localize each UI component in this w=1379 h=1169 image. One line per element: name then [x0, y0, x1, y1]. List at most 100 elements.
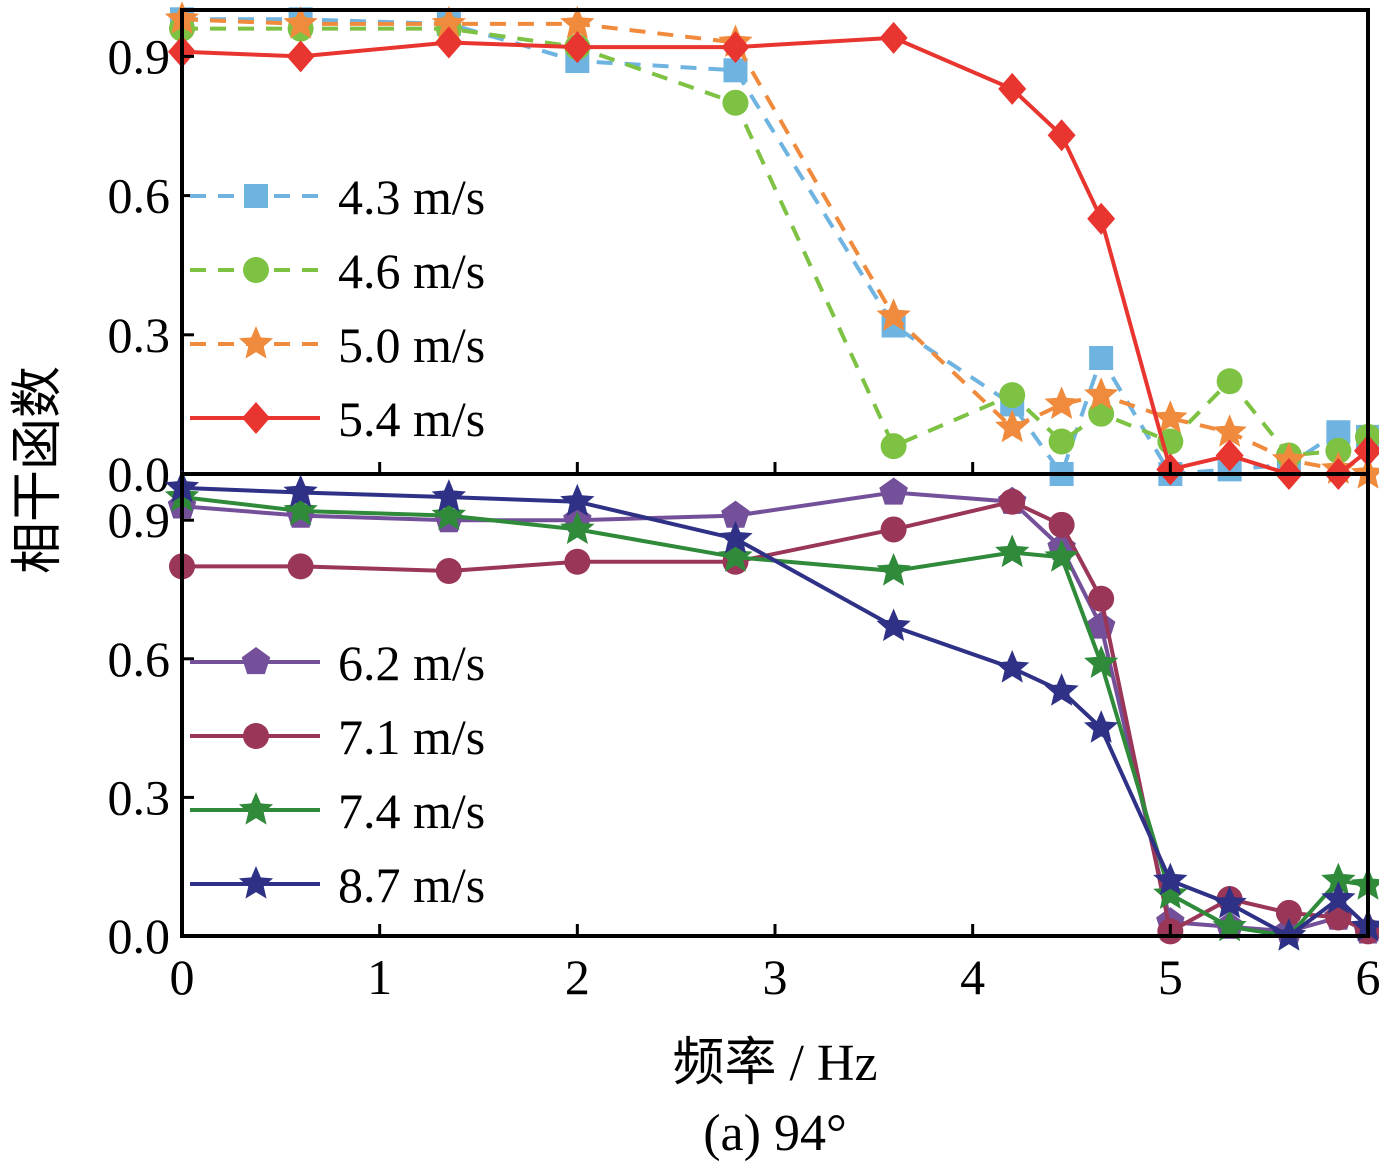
data-point	[999, 382, 1026, 409]
data-point	[998, 72, 1027, 105]
data-point	[286, 40, 315, 73]
y-tick-label: 0.0	[108, 446, 171, 502]
y-tick-label: 0.6	[108, 631, 171, 687]
legend-marker	[238, 866, 274, 899]
legend-label: 8.7 m/s	[338, 857, 485, 913]
x-tick-label: 2	[565, 949, 590, 1005]
y-tick-label: 0.3	[108, 307, 171, 363]
data-point	[876, 608, 911, 641]
figure-caption: (a) 94°	[703, 1105, 847, 1162]
legend-label: 5.0 m/s	[338, 317, 485, 373]
data-point	[879, 21, 908, 54]
data-point	[879, 477, 908, 505]
data-point	[560, 511, 595, 544]
legend-marker	[238, 792, 274, 825]
data-point	[1216, 368, 1243, 395]
data-point	[718, 520, 753, 554]
data-point	[718, 539, 753, 572]
x-tick-label: 3	[763, 949, 788, 1005]
x-tick-label: 1	[367, 949, 392, 1005]
data-point	[1087, 202, 1116, 235]
data-point	[1088, 585, 1115, 612]
data-point	[1048, 511, 1075, 538]
data-point	[1044, 673, 1079, 706]
legend-marker	[241, 647, 271, 675]
data-point	[283, 493, 318, 526]
top-panel: 0.0 0.3 0.6 0.9 4.3 m/s 4.6 m/s 5.0 m/s 5.4 m/s	[108, 1, 1379, 502]
data-point	[995, 534, 1030, 568]
data-point	[1044, 386, 1079, 419]
data-point	[876, 298, 911, 331]
data-point	[1212, 414, 1247, 447]
data-point	[560, 483, 595, 517]
legend-marker	[243, 257, 269, 283]
data-point	[1084, 377, 1119, 410]
legend: 4.3 m/s 4.6 m/s 5.0 m/s 5.4 m/s	[190, 169, 485, 447]
data-point	[1153, 876, 1188, 909]
data-point	[287, 553, 314, 580]
y-tick-label: 0.0	[108, 908, 171, 964]
legend-marker	[238, 326, 274, 359]
axes-common: 相干函数 频率 / Hz (a) 94°	[10, 366, 878, 1162]
x-tick-label: 0	[170, 949, 195, 1005]
data-point	[1153, 400, 1188, 433]
data-point	[1321, 881, 1356, 914]
data-point	[1350, 908, 1379, 942]
data-point	[1350, 867, 1379, 900]
x-tick-label: 4	[960, 949, 985, 1005]
data-point	[563, 31, 592, 64]
legend-marker	[243, 723, 269, 749]
y-tick-label: 0.9	[108, 492, 171, 548]
data-point	[876, 553, 911, 586]
y-tick-label: 0.3	[108, 769, 171, 825]
data-point	[560, 5, 595, 39]
legend: 6.2 m/s 7.1 m/s 7.4 m/s 8.7 m/s	[190, 635, 485, 913]
data-point	[431, 479, 466, 512]
data-point	[564, 548, 591, 575]
x-axis-title: 频率 / Hz	[672, 1035, 877, 1092]
legend-label: 5.4 m/s	[338, 391, 485, 447]
data-point	[1321, 862, 1356, 896]
data-point	[1153, 862, 1188, 896]
data-point	[435, 558, 462, 585]
data-point	[721, 500, 750, 528]
data-point	[880, 433, 907, 460]
data-point	[995, 409, 1030, 443]
x-tick-label: 5	[1158, 949, 1183, 1005]
legend-label: 7.4 m/s	[338, 783, 485, 839]
data-point	[880, 516, 907, 543]
data-point	[1212, 885, 1247, 919]
data-point	[283, 474, 318, 507]
y-tick-label: 0.6	[108, 168, 171, 224]
legend-marker	[242, 402, 270, 434]
legend-marker	[244, 184, 268, 208]
data-point	[1084, 645, 1119, 678]
data-point	[283, 5, 318, 39]
data-point	[1325, 437, 1352, 464]
data-point	[1044, 539, 1079, 572]
series-5-4-m-s	[168, 21, 1379, 490]
y-tick-label: 0.9	[108, 28, 171, 84]
series-line	[182, 26, 1369, 458]
legend-label: 6.2 m/s	[338, 635, 485, 691]
data-point	[1089, 346, 1114, 370]
data-point	[431, 497, 466, 531]
series-8-7-m-s	[164, 469, 1379, 951]
legend-label: 7.1 m/s	[338, 709, 485, 765]
data-point	[721, 31, 750, 64]
data-point	[722, 89, 749, 116]
data-point	[999, 488, 1026, 515]
y-axis-title: 相干函数	[10, 366, 67, 574]
data-point	[1215, 439, 1244, 472]
x-tick-label: 6	[1356, 949, 1379, 1005]
data-point	[1048, 428, 1075, 455]
legend-label: 4.6 m/s	[338, 243, 485, 299]
data-point	[1275, 899, 1302, 926]
data-point	[1047, 119, 1076, 152]
data-point	[995, 650, 1030, 683]
data-point	[1084, 710, 1119, 743]
data-point	[434, 26, 463, 59]
data-point	[1212, 908, 1247, 942]
legend-label: 4.3 m/s	[338, 169, 485, 225]
